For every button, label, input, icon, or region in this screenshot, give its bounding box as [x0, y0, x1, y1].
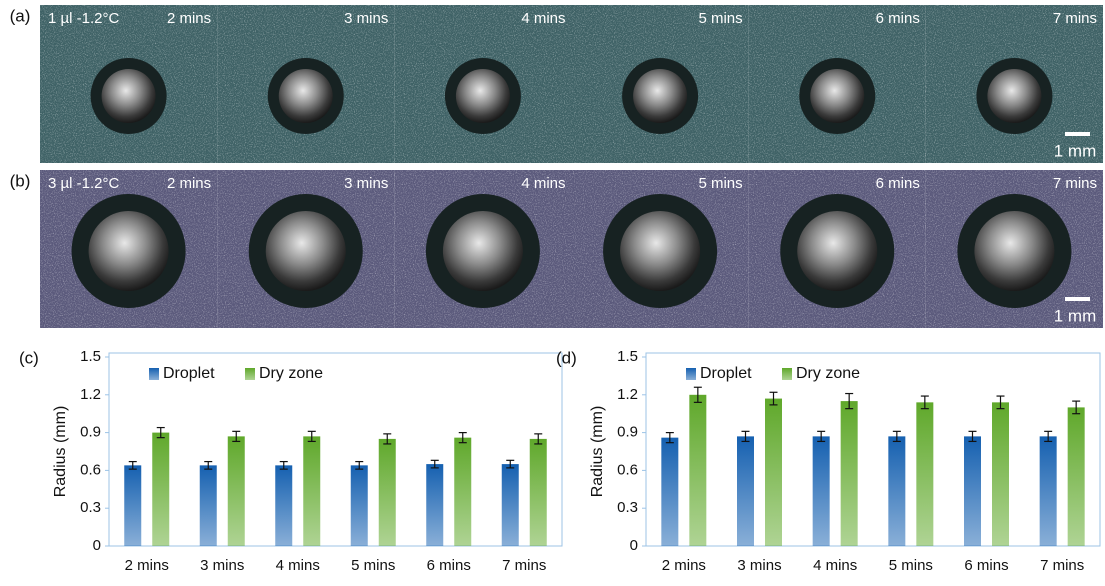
x-tick-label: 3 mins — [737, 557, 781, 574]
x-tick-label: 2 mins — [125, 557, 169, 574]
frame-time: 7 mins — [1053, 10, 1097, 27]
droplet — [456, 69, 510, 123]
droplet — [633, 69, 687, 123]
droplet — [810, 69, 864, 123]
y-tick-label: 1.2 — [617, 386, 638, 403]
bar — [303, 436, 320, 546]
frame-time: 4 mins — [521, 10, 565, 27]
bar — [1068, 407, 1085, 546]
condition: 3 µl -1.2°C — [48, 175, 119, 192]
legend-swatch — [149, 368, 159, 380]
droplet — [620, 211, 700, 291]
panel-label: (c) — [19, 348, 39, 367]
droplet — [974, 211, 1054, 291]
bar — [200, 465, 217, 546]
x-tick-label: 4 mins — [276, 557, 320, 574]
y-axis-title: Radius (mm) — [589, 406, 606, 498]
x-tick-label: 4 mins — [813, 557, 857, 574]
frame-time: 2 mins — [167, 10, 211, 27]
legend-swatch — [245, 368, 255, 380]
y-axis-title: Radius (mm) — [52, 406, 69, 498]
bar — [379, 439, 396, 546]
bar — [228, 436, 245, 546]
condition: 1 µl -1.2°C — [48, 10, 119, 27]
bar — [765, 399, 782, 546]
droplet — [279, 69, 333, 123]
y-tick-label: 0.3 — [80, 499, 101, 516]
y-tick-label: 0.6 — [617, 461, 638, 478]
bar — [426, 464, 443, 546]
legend-label: Droplet — [163, 365, 215, 382]
figure: (a) 2 mins 3 mins 4 mins 5 mins 6 mins 7 mins 1… — [0, 0, 1105, 581]
x-tick-label: 6 mins — [964, 557, 1008, 574]
x-tick-label: 7 mins — [1040, 557, 1084, 574]
bar — [841, 401, 858, 546]
legend-label: Dry zone — [796, 365, 860, 382]
bar — [689, 395, 706, 546]
bar — [992, 402, 1009, 546]
x-tick-label: 2 mins — [662, 557, 706, 574]
frame-time: 2 mins — [167, 175, 211, 192]
droplet — [443, 211, 523, 291]
droplet — [102, 69, 156, 123]
legend-label: Dry zone — [259, 365, 323, 382]
droplet — [797, 211, 877, 291]
frame-time: 5 mins — [698, 175, 742, 192]
x-tick-label: 5 mins — [351, 557, 395, 574]
scale-bar — [1065, 297, 1090, 301]
y-tick-label: 1.5 — [617, 348, 638, 365]
y-tick-label: 0.3 — [617, 499, 638, 516]
panel-label: (d) — [556, 348, 577, 367]
x-tick-label: 6 mins — [427, 557, 471, 574]
y-tick-label: 1.5 — [80, 348, 101, 365]
bar — [275, 465, 292, 546]
bar — [813, 436, 830, 546]
bar — [661, 438, 678, 546]
legend-swatch — [782, 368, 792, 380]
frame-time: 5 mins — [698, 10, 742, 27]
bar — [737, 436, 754, 546]
droplet — [89, 211, 169, 291]
bar — [888, 436, 905, 546]
row-label: (a) — [10, 6, 31, 25]
y-tick-label: 0 — [93, 537, 101, 554]
y-tick-label: 1.2 — [80, 386, 101, 403]
bar — [530, 439, 547, 546]
scale-bar-label: 1 mm — [1054, 306, 1097, 325]
legend-label: Droplet — [700, 365, 752, 382]
scale-bar-label: 1 mm — [1054, 141, 1097, 160]
y-tick-label: 0 — [630, 537, 638, 554]
y-tick-label: 0.9 — [80, 424, 101, 441]
bar — [502, 464, 519, 546]
frame-time: 3 mins — [344, 175, 388, 192]
x-tick-label: 3 mins — [200, 557, 244, 574]
y-tick-label: 0.9 — [617, 424, 638, 441]
scale-bar — [1065, 132, 1090, 136]
x-tick-label: 7 mins — [502, 557, 546, 574]
y-tick-label: 0.6 — [80, 461, 101, 478]
bar — [351, 465, 368, 546]
frame-time: 7 mins — [1053, 175, 1097, 192]
droplet — [987, 69, 1041, 123]
frame-time: 4 mins — [521, 175, 565, 192]
legend-swatch — [686, 368, 696, 380]
bar — [454, 438, 471, 546]
droplet — [266, 211, 346, 291]
frame-time: 3 mins — [344, 10, 388, 27]
row-label: (b) — [10, 171, 31, 190]
frame-time: 6 mins — [876, 175, 920, 192]
bar — [152, 433, 169, 546]
bar — [124, 465, 141, 546]
bar — [1040, 436, 1057, 546]
bar — [916, 402, 933, 546]
frame-time: 6 mins — [876, 10, 920, 27]
bar — [964, 436, 981, 546]
x-tick-label: 5 mins — [889, 557, 933, 574]
